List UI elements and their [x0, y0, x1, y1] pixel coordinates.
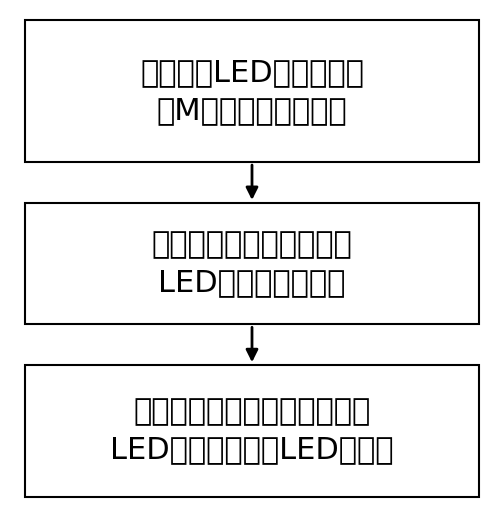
FancyBboxPatch shape: [25, 203, 479, 324]
Text: 向每一路LED灯条分别输
入M个不等的检测电压: 向每一路LED灯条分别输 入M个不等的检测电压: [140, 58, 364, 125]
FancyBboxPatch shape: [25, 20, 479, 162]
FancyBboxPatch shape: [25, 365, 479, 497]
Text: 根据所述导通反馈判断每一路
LED灯条中是否有LED灯短路: 根据所述导通反馈判断每一路 LED灯条中是否有LED灯短路: [110, 397, 394, 464]
Text: 接收并记录各检测电压下
LED灯条的导通反馈: 接收并记录各检测电压下 LED灯条的导通反馈: [152, 230, 352, 297]
